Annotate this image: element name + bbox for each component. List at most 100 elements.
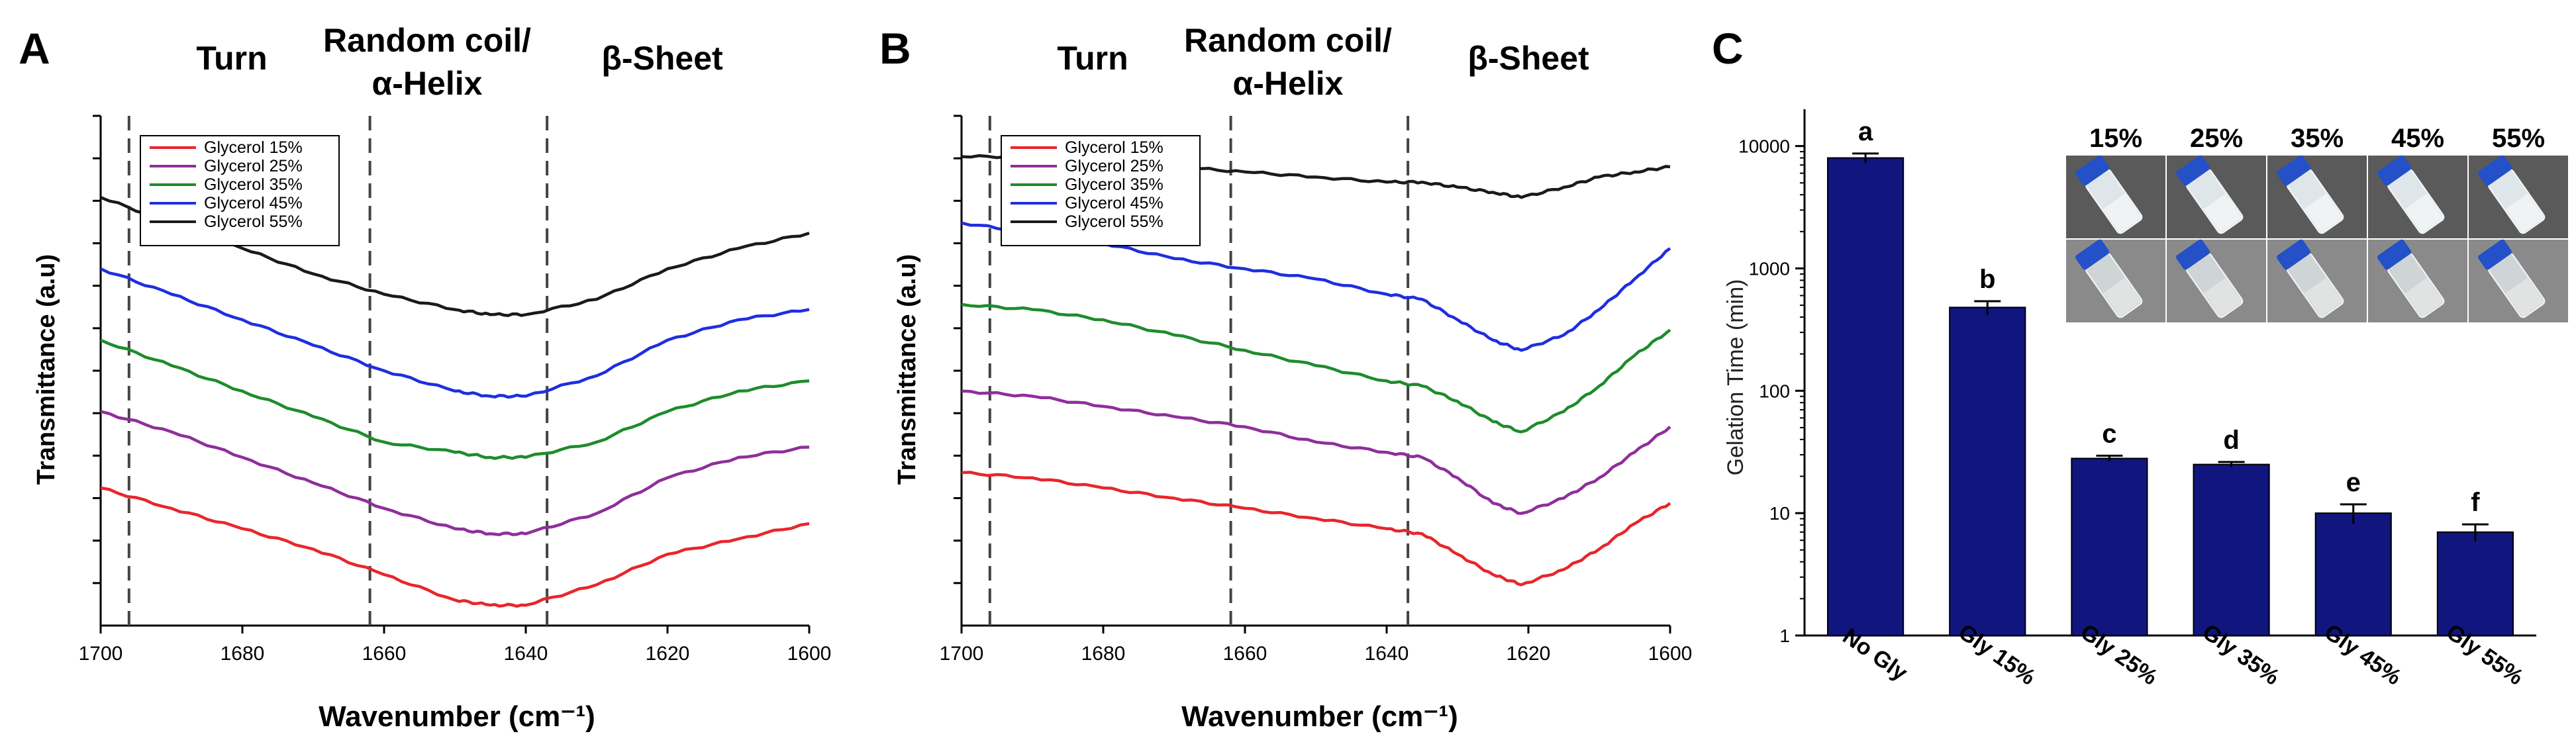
panel-b-series-g15 — [961, 471, 1671, 587]
panel-b-legend-label: Glycerol 25% — [1065, 157, 1164, 175]
panel-a-region-beta-sheet: β-Sheet — [601, 40, 723, 77]
panel-a-x-tick-label: 1660 — [362, 643, 407, 665]
vial-gel — [2304, 193, 2343, 233]
panel-b-legend-box — [1001, 135, 1201, 246]
panel-c-y-tick-label: 100 — [1759, 381, 1790, 401]
vial — [2176, 155, 2244, 234]
panel-c-bar — [2193, 463, 2270, 636]
panel-b-legend-label: Glycerol 35% — [1065, 175, 1164, 194]
vial-cap — [2176, 239, 2210, 270]
panel-c-significance-letter: c — [2102, 419, 2116, 448]
photo-label: 55% — [2492, 124, 2545, 153]
photo-label: 25% — [2190, 124, 2243, 153]
panel-c-significance-letter: f — [2471, 488, 2480, 517]
panel-c-bar — [2071, 457, 2148, 636]
vial-cap — [2277, 155, 2311, 186]
vial — [2478, 155, 2546, 234]
panel-a-legend-label: Glycerol 25% — [204, 157, 303, 175]
vial — [2075, 155, 2143, 234]
vial-cap — [2377, 239, 2412, 270]
vial — [2377, 155, 2445, 234]
panel-c-significance-letter: d — [2223, 426, 2239, 455]
panel-c-bar — [1826, 157, 1905, 637]
vial — [2478, 239, 2546, 318]
vial-gel — [2203, 193, 2242, 233]
panel-a-x-tick-label: 1680 — [221, 643, 265, 665]
vial-cap — [2075, 239, 2110, 270]
panel-a-legend-label: Glycerol 35% — [204, 175, 303, 194]
vial-photo-inset: 15% 25% 35% 45% 55% — [2066, 124, 2568, 322]
vial-cap — [2478, 239, 2512, 270]
vial-cap — [2176, 155, 2210, 186]
panel-c-label: C — [1712, 24, 1744, 73]
vial-gel — [2505, 277, 2544, 317]
panel-b-series-g45 — [961, 221, 1671, 352]
panel-b-x-tick-label: 1700 — [940, 643, 984, 665]
panel-a-series-g45 — [100, 267, 810, 399]
panel-c-y-tick-label: 1000 — [1749, 258, 1790, 279]
panel-b-legend-label: Glycerol 55% — [1065, 212, 1164, 231]
photo-label: 15% — [2089, 124, 2142, 153]
panel-b-label: B — [879, 24, 911, 73]
panel-c-significance-letter: b — [1979, 265, 1995, 294]
panel-a-region-random-coil: Random coil/ — [323, 22, 531, 59]
panel-b-x-tick-label: 1640 — [1365, 643, 1409, 665]
panel-a-series-g35 — [100, 338, 810, 460]
panel-b-series-g25 — [961, 389, 1671, 515]
panel-b-region-turn: Turn — [1057, 40, 1128, 77]
panel-a-label: A — [19, 24, 50, 73]
panel-a-legend-label: Glycerol 45% — [204, 194, 303, 212]
panel-c-significance-letter: a — [1858, 117, 1873, 146]
panel-b-ylabel: Transmittance (a.u) — [893, 254, 921, 485]
vial — [2277, 239, 2344, 318]
panel-b-legend-label: Glycerol 15% — [1065, 138, 1164, 157]
panel-b-xlabel: Wavenumber (cm⁻¹) — [1181, 700, 1458, 733]
vial-gel — [2304, 277, 2343, 317]
vial-cap — [2377, 155, 2412, 186]
panel-a-x-tick-label: 1700 — [79, 643, 123, 665]
panel-a-region-alpha-helix: α-Helix — [372, 65, 483, 102]
vial-gel — [2103, 193, 2142, 233]
panel-a-x-tick-label: 1620 — [646, 643, 690, 665]
panel-c-bar — [1949, 306, 2026, 636]
vial-gel — [2404, 193, 2444, 233]
panel-a-x-tick-label: 1640 — [504, 643, 548, 665]
panel-c-bar — [2314, 512, 2392, 637]
vial — [2377, 239, 2445, 318]
panel-a-ylabel: Transmittance (a.u) — [32, 254, 60, 485]
panel-a-region-turn: Turn — [196, 40, 267, 77]
vial-gel — [2404, 277, 2444, 317]
photo-label: 35% — [2291, 124, 2344, 153]
panel-a-xlabel: Wavenumber (cm⁻¹) — [319, 700, 595, 733]
panel-b-legend-label: Glycerol 45% — [1065, 194, 1164, 212]
vial-cap — [2478, 155, 2512, 186]
vial-gel — [2505, 193, 2544, 233]
panel-c-ylabel: Gelation Time (min) — [1723, 279, 1748, 476]
vial — [2075, 239, 2143, 318]
panel-c-y-tick-label: 10000 — [1738, 136, 1790, 157]
panel-b-x-tick-label: 1600 — [1648, 643, 1693, 665]
panel-b-region-beta-sheet: β-Sheet — [1467, 40, 1589, 77]
photo-label: 45% — [2391, 124, 2444, 153]
panel-b-region-alpha-helix: α-Helix — [1233, 65, 1344, 102]
panel-b-region-random-coil: Random coil/ — [1184, 22, 1392, 59]
panel-c-y-tick-label: 10 — [1769, 503, 1790, 524]
panel-a-series-g25 — [100, 410, 810, 537]
panel-a-series-g15 — [100, 486, 810, 608]
panel-b-series-g35 — [961, 303, 1671, 434]
vial — [2176, 239, 2244, 318]
panel-a-legend-label: Glycerol 55% — [204, 212, 303, 231]
panel-a-x-tick-label: 1600 — [787, 643, 832, 665]
vial-gel — [2203, 277, 2242, 317]
panel-a-legend-label: Glycerol 15% — [204, 138, 303, 157]
panel-c-bar — [2436, 531, 2514, 636]
vial-cap — [2277, 239, 2311, 270]
vial — [2277, 155, 2344, 234]
panel-c-significance-letter: e — [2346, 468, 2361, 497]
panel-b-x-tick-label: 1660 — [1223, 643, 1267, 665]
panel-c-y-tick-label: 1 — [1779, 626, 1790, 646]
